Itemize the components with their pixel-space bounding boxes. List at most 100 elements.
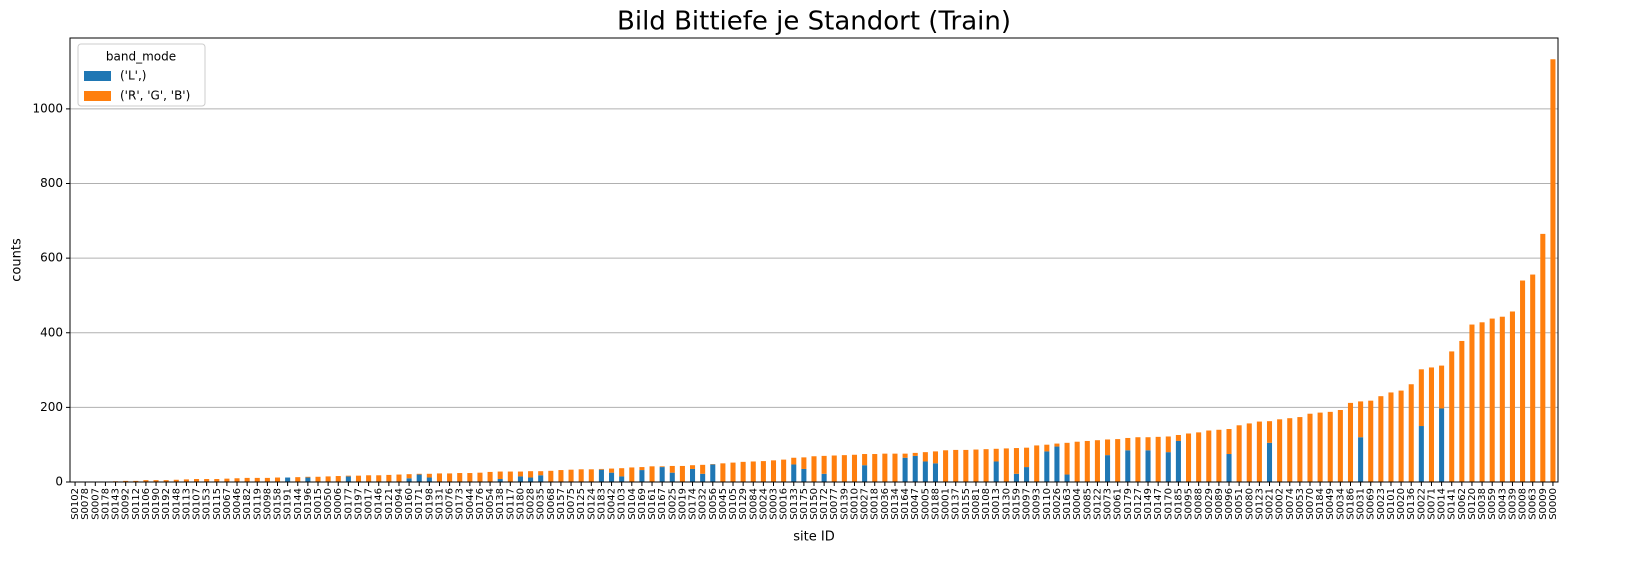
bar-segment <box>973 449 979 482</box>
x-tick-label: S0084 <box>748 488 759 520</box>
bar-segment <box>851 454 858 482</box>
bar-segment <box>760 461 766 482</box>
bar-segment <box>659 467 665 482</box>
bar-segment <box>598 469 604 482</box>
bar-segment <box>1003 448 1009 482</box>
x-tick-label: S0031 <box>1356 488 1367 520</box>
bar-segment <box>1550 59 1556 483</box>
bar-segment <box>1196 432 1202 482</box>
bar-segment <box>781 459 787 482</box>
legend-title: band_mode <box>106 50 176 64</box>
y-tick-label: 600 <box>40 251 63 265</box>
bar-segment <box>1256 421 1262 482</box>
bar-segment <box>568 469 574 482</box>
x-tick-label: S0062 <box>1457 488 1468 520</box>
x-tick-label: S0175 <box>799 488 810 520</box>
bar-segment <box>143 480 149 482</box>
bar-segment <box>1297 417 1303 482</box>
bar-segment <box>1034 445 1040 482</box>
x-tick-label: S0025 <box>667 488 678 520</box>
bar-segment <box>133 480 139 482</box>
x-tick-label: S0160 <box>404 488 415 520</box>
bar-segment <box>791 457 797 465</box>
bar-segment <box>447 473 453 482</box>
bar-segment <box>1439 365 1445 409</box>
bar-segment <box>426 473 432 478</box>
x-tick-label: S0130 <box>1001 488 1012 520</box>
x-tick-label: S0070 <box>1305 488 1316 520</box>
bar-segment <box>1530 274 1536 482</box>
bar-segment <box>497 471 503 480</box>
bar-segment <box>932 451 938 464</box>
x-tick-label: S0093 <box>1032 488 1043 520</box>
x-tick-label: S0061 <box>1113 488 1124 520</box>
bar-segment <box>629 467 635 482</box>
bar-segment <box>1165 436 1171 453</box>
bar-segment <box>376 475 382 482</box>
x-tick-label: S0155 <box>961 488 972 520</box>
x-tick-label: S0108 <box>981 488 992 520</box>
bar-segment <box>1024 467 1030 482</box>
bar-segment <box>639 470 645 482</box>
y-tick-label: 400 <box>40 325 63 339</box>
x-tick-label: S0035 <box>536 488 547 520</box>
x-tick-label: S0045 <box>718 488 729 520</box>
bar-segment <box>1479 322 1485 482</box>
x-tick-label: S0024 <box>758 488 769 520</box>
bar-segment <box>325 476 331 482</box>
x-tick-label: S0036 <box>880 488 891 520</box>
bar-segment <box>912 452 918 456</box>
x-tick-label: S0095 <box>1184 488 1195 520</box>
bar-segment <box>811 456 817 482</box>
x-tick-label: S0098 <box>262 488 273 520</box>
bar-segment <box>183 479 189 482</box>
bar-segment <box>295 477 301 482</box>
x-tick-label: S0088 <box>1194 488 1205 520</box>
bar-segment <box>922 452 928 462</box>
x-tick-label: S0018 <box>870 488 881 520</box>
bar-segment <box>1013 448 1019 474</box>
x-tick-label: S0102 <box>70 488 81 520</box>
x-tick-label: S0139 <box>839 488 850 520</box>
bar-segment <box>720 463 726 482</box>
x-tick-label: S0133 <box>789 488 800 520</box>
x-tick-label: S0127 <box>1133 488 1144 520</box>
bar-segment <box>305 476 311 478</box>
bar-segment <box>1064 442 1070 475</box>
bar-segment <box>355 475 362 482</box>
x-tick-label: S0171 <box>414 488 425 520</box>
plot-frame <box>69 37 1559 483</box>
x-tick-label: S0153 <box>202 488 213 520</box>
x-tick-label: S0053 <box>1295 488 1306 520</box>
x-tick-label: S0179 <box>1123 488 1134 520</box>
x-tick-label: S0004 <box>1072 488 1083 520</box>
x-tick-label: S0029 <box>1204 488 1215 520</box>
bar-segment <box>153 480 159 482</box>
bar-segment <box>548 470 554 482</box>
bar-segment <box>619 468 625 477</box>
bar-segment <box>669 465 675 473</box>
x-tick-label: S0076 <box>445 488 456 520</box>
bar-segment <box>872 454 878 482</box>
bar-segment <box>1418 369 1424 427</box>
bar-segment <box>1347 402 1354 482</box>
x-tick-label: S0150 <box>809 488 820 520</box>
bar-segment <box>1449 351 1455 482</box>
bar-segment <box>1408 384 1414 482</box>
x-tick-label: S0049 <box>1325 488 1336 520</box>
x-tick-label: S0172 <box>819 488 830 520</box>
bar-segment <box>1509 311 1515 482</box>
x-tick-label: S0174 <box>688 488 699 520</box>
x-tick-label: S0177 <box>343 488 354 520</box>
bar-segment <box>1327 411 1333 482</box>
bar-segment <box>912 455 918 482</box>
x-tick-label: S0021 <box>1265 488 1276 520</box>
bar-segment <box>1044 444 1050 452</box>
x-tick-label: S0170 <box>1163 488 1174 520</box>
y-tick-label: 200 <box>40 400 63 414</box>
x-tick-label: S0092 <box>121 488 132 520</box>
x-tick-label: S0147 <box>1153 488 1164 520</box>
bar-segment <box>416 474 422 482</box>
x-tick-label: S0167 <box>657 488 668 520</box>
bar-segment <box>224 478 230 482</box>
